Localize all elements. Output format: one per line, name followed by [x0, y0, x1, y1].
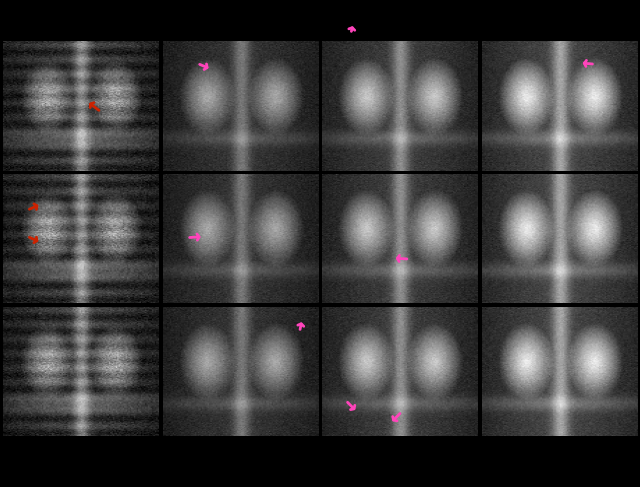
Text: Real X-Ray: Real X-Ray — [47, 24, 115, 37]
Text: Our Method: Our Method — [524, 445, 594, 458]
Text: X2CT: X2CT — [225, 445, 256, 458]
Text: X2CT+CycleGAN: X2CT+CycleGAN — [350, 445, 449, 458]
Text: Projected X-Ray from predicted CT: Projected X-Ray from predicted CT — [292, 24, 508, 37]
